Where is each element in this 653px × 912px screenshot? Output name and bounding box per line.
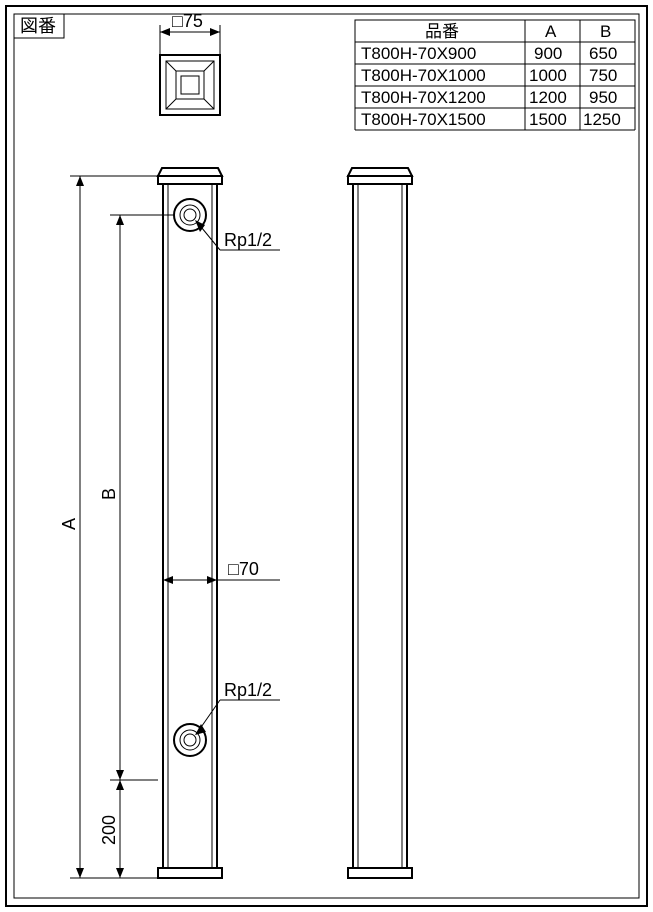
drawing-frame: 図番 品番 A B T800H-70X900 900 650 T800H-70X… [0, 0, 653, 912]
svg-text:Rp1/2: Rp1/2 [224, 230, 272, 250]
drawing-svg: 図番 品番 A B T800H-70X900 900 650 T800H-70X… [0, 0, 653, 912]
svg-text:□70: □70 [228, 559, 259, 579]
inner-border [14, 14, 639, 898]
top-view [160, 55, 220, 115]
r3c2: 1250 [583, 110, 621, 129]
dim-200: 200 [99, 780, 158, 878]
r0c2: 650 [589, 44, 617, 63]
title-label: 図番 [20, 16, 56, 36]
port-label-top: Rp1/2 [195, 220, 280, 250]
r1c2: 750 [589, 66, 617, 85]
th-1: A [545, 22, 557, 41]
top-dim-label: □75 [172, 11, 203, 31]
r0c1: 900 [534, 44, 562, 63]
r2c2: 950 [589, 88, 617, 107]
r1c1: 1000 [529, 66, 567, 85]
svg-text:A: A [59, 518, 79, 530]
front-view [158, 168, 222, 878]
th-0: 品番 [425, 22, 459, 41]
th-2: B [600, 22, 611, 41]
dim-A: A [59, 176, 158, 878]
svg-text:B: B [99, 488, 119, 500]
outer-border [6, 6, 647, 906]
r3c1: 1500 [529, 110, 567, 129]
port-label-bottom: Rp1/2 [195, 680, 280, 735]
spec-table: 品番 A B T800H-70X900 900 650 T800H-70X100… [355, 20, 635, 130]
side-view [348, 168, 412, 878]
width-dim: □70 [163, 559, 280, 584]
top-dim: □75 [160, 11, 220, 55]
r1c0: T800H-70X1000 [361, 66, 486, 85]
r2c0: T800H-70X1200 [361, 88, 486, 107]
svg-text:200: 200 [99, 815, 119, 845]
svg-text:Rp1/2: Rp1/2 [224, 680, 272, 700]
r3c0: T800H-70X1500 [361, 110, 486, 129]
r0c0: T800H-70X900 [361, 44, 476, 63]
r2c1: 1200 [529, 88, 567, 107]
